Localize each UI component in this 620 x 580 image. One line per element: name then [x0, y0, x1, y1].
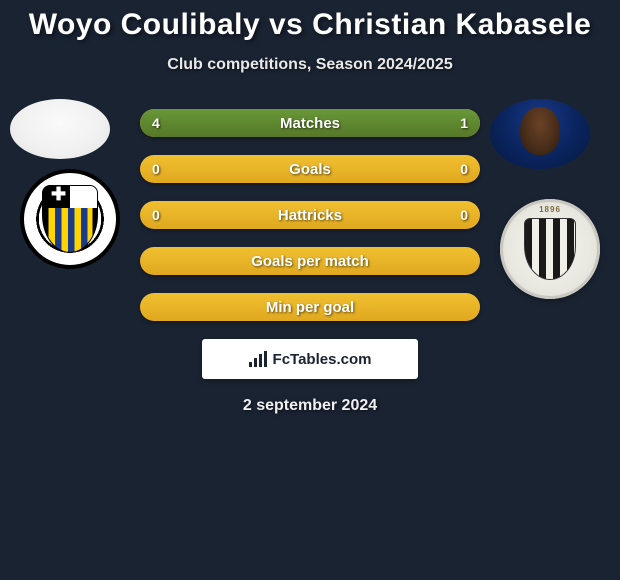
club-badge-left	[20, 169, 120, 269]
watermark-label: FcTables.com	[273, 351, 372, 368]
bar-label: Hattricks	[278, 207, 342, 224]
bar-label: Goals per match	[251, 253, 369, 270]
bar-value-left: 4	[152, 115, 160, 131]
player-right-headshot	[490, 99, 590, 169]
page-title: Woyo Coulibaly vs Christian Kabasele	[0, 0, 620, 42]
comparison-area: 1896 4 1 Matches 0 0 Goals 0 0 Hattricks Goals pe…	[0, 109, 620, 321]
date-label: 2 september 2024	[0, 397, 620, 415]
stat-bars: 4 1 Matches 0 0 Goals 0 0 Hattricks Goals per mat…	[140, 109, 480, 321]
bar-value-left: 0	[152, 161, 160, 177]
bar-label: Min per goal	[266, 299, 354, 316]
bar-chart-icon	[249, 351, 267, 367]
bar-value-right: 1	[460, 115, 468, 131]
bar-value-left: 0	[152, 207, 160, 223]
player-left-headshot	[10, 99, 110, 159]
bar-label: Goals	[289, 161, 331, 178]
subtitle: Club competitions, Season 2024/2025	[0, 56, 620, 74]
stat-bar: 0 0 Hattricks	[140, 201, 480, 229]
stat-bar: Min per goal	[140, 293, 480, 321]
stat-bar: Goals per match	[140, 247, 480, 275]
bar-value-right: 0	[460, 161, 468, 177]
watermark: FcTables.com	[202, 339, 418, 379]
shield-icon	[524, 218, 576, 280]
bar-value-right: 0	[460, 207, 468, 223]
stat-bar: 0 0 Goals	[140, 155, 480, 183]
bar-fill-left	[140, 109, 412, 137]
club-badge-right: 1896	[500, 199, 600, 299]
bar-fill-right	[412, 109, 480, 137]
badge-year-label: 1896	[500, 205, 600, 214]
shield-icon	[42, 185, 98, 253]
stat-bar: 4 1 Matches	[140, 109, 480, 137]
bar-label: Matches	[280, 115, 340, 132]
